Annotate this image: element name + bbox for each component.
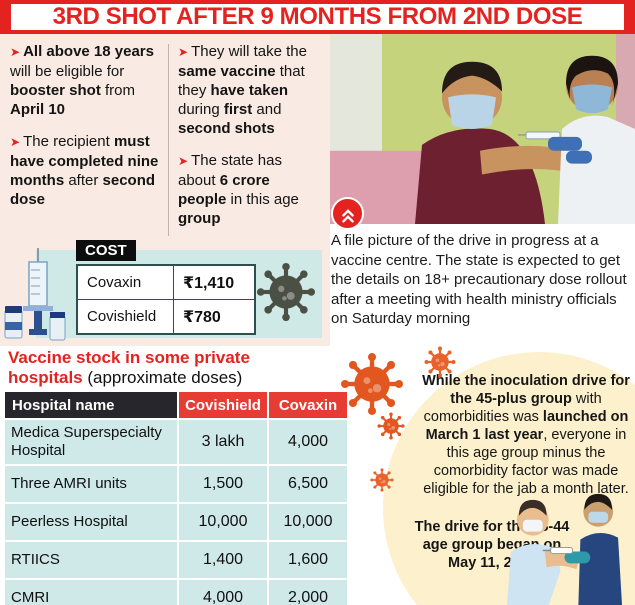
covishield-doses: 1,500 (179, 466, 267, 502)
hospital-name: Medica Superspecialty Hospital (5, 420, 177, 464)
column-header-covaxin: Covaxin (269, 392, 347, 418)
header-accent-right (624, 4, 635, 30)
hospital-name: Three AMRI units (5, 466, 177, 502)
fact-text: The state has about 6 crore people in th… (178, 152, 299, 227)
bullet-arrow-icon: ➤ (10, 45, 21, 59)
fact-text: The recipient must have completed nine m… (10, 133, 159, 208)
cost-label: COST (76, 240, 136, 261)
fact-item: ➤ The recipient must have completed nine … (10, 132, 162, 209)
hospital-name: Peerless Hospital (5, 504, 177, 540)
covishield-doses: 3 lakh (179, 420, 267, 464)
facts-column-2: ➤ They will take the same vaccine that th… (178, 42, 322, 241)
covishield-doses: 10,000 (179, 504, 267, 540)
fact-text: All above 18 years will be eligible for … (10, 43, 154, 118)
vaccine-name: Covishield (78, 300, 173, 333)
fact-item: ➤ All above 18 years will be eligible for… (10, 42, 162, 119)
column-header-hospital: Hospital name (5, 392, 177, 418)
cost-table: Covaxin ₹1,410 Covishield ₹780 (76, 264, 256, 335)
virus-icon (424, 346, 456, 378)
covaxin-doses: 6,500 (269, 466, 347, 502)
covaxin-doses: 10,000 (269, 504, 347, 540)
covishield-doses: 1,400 (179, 542, 267, 578)
virus-icon (377, 412, 405, 440)
fact-item: ➤ They will take the same vaccine that th… (178, 42, 322, 138)
syringe-illustration (4, 248, 66, 341)
covishield-doses: 4,000 (179, 580, 267, 605)
column-divider (168, 44, 169, 236)
hospital-stock-table: Hospital name Covishield Covaxin Medica … (5, 392, 347, 605)
page-title: 3RD SHOT AFTER 9 MONTHS FROM 2ND DOSE (52, 3, 583, 30)
headline-banner: 3RD SHOT AFTER 9 MONTHS FROM 2ND DOSE (0, 0, 635, 34)
fact-item: ➤ The state has about 6 crore people in t… (178, 151, 322, 228)
hospital-name: CMRI (5, 580, 177, 605)
facts-column-1: ➤ All above 18 years will be eligible for… (10, 42, 162, 222)
covaxin-doses: 4,000 (269, 420, 347, 464)
fact-text: They will take the same vaccine that the… (178, 43, 307, 137)
note-text-main: While the inoculation drive for the 45-p… (422, 373, 630, 497)
bullet-arrow-icon: ➤ (178, 154, 189, 168)
virus-icon (256, 262, 316, 322)
vaccination-illustration (506, 493, 623, 605)
vaccine-name: Covaxin (78, 266, 173, 299)
photo-caption: A file picture of the drive in progress … (331, 232, 627, 327)
bullet-arrow-icon: ➤ (10, 135, 21, 149)
virus-icon (340, 352, 404, 416)
covaxin-doses: 1,600 (269, 542, 347, 578)
header-accent-left (0, 4, 11, 30)
double-chevron-up-icon (341, 208, 354, 223)
vaccination-photo (330, 34, 635, 224)
up-chevrons-badge (331, 197, 364, 230)
covaxin-doses: 2,000 (269, 580, 347, 605)
hospital-name: RTIICS (5, 542, 177, 578)
stock-heading: Vaccine stock in some private hospitals … (8, 348, 250, 387)
bullet-arrow-icon: ➤ (178, 45, 189, 59)
virus-icon (370, 468, 394, 492)
vaccine-price: ₹780 (174, 300, 254, 333)
vaccine-price: ₹1,410 (174, 266, 254, 299)
column-header-covishield: Covishield (179, 392, 267, 418)
